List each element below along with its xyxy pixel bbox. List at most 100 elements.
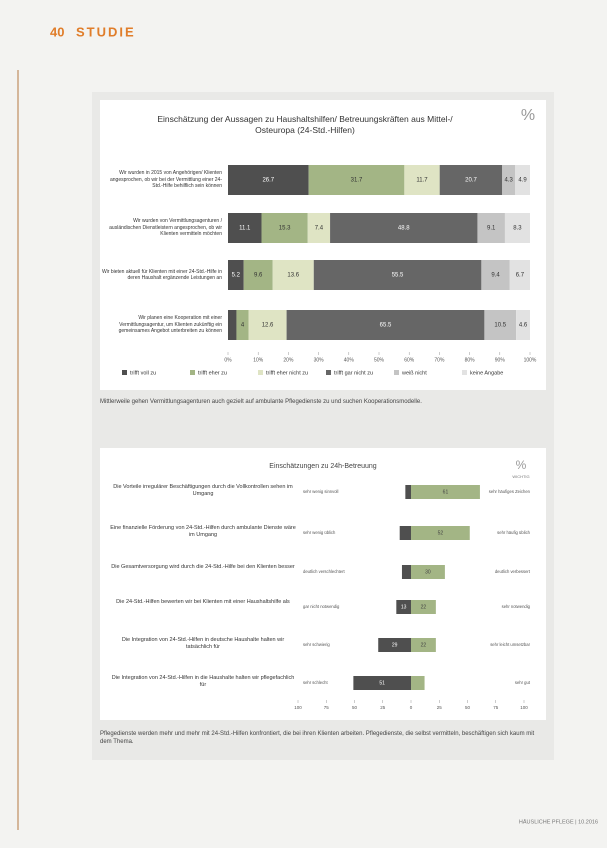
low-label: sehr schwierig: [303, 642, 330, 647]
x-tick-label: 75: [493, 705, 499, 710]
bar-segment: [515, 165, 530, 195]
x-tick-label: 60%: [404, 357, 415, 363]
high-label: sehr notwendig: [502, 604, 531, 609]
x-tick-label: 100: [294, 705, 302, 710]
bar-segment: [516, 310, 530, 340]
statement: Die Gesamtversorgung wird durch die 24-S…: [111, 564, 295, 570]
x-tick-label: 20%: [283, 357, 294, 363]
low-label: deutlich verschlechtert: [303, 569, 345, 574]
category-label: Wir planen eine Kooperation mit einer Ve…: [118, 315, 222, 335]
bar-segment: [313, 260, 482, 290]
low-label: sehr wenig sinnvoll: [303, 489, 338, 494]
bar-segment: [243, 260, 273, 290]
x-tick-label: 75: [324, 705, 330, 710]
chart1-panel: [100, 100, 546, 390]
bar-segment: [248, 310, 287, 340]
legend-swatch: [394, 370, 399, 375]
value-label: 51: [379, 680, 385, 686]
note: WICHTIG: [512, 474, 529, 479]
bar-segment: [228, 165, 309, 195]
x-tick-label: 40%: [344, 357, 355, 363]
bar: [411, 676, 425, 690]
x-tick-label: 80%: [465, 357, 476, 363]
high-label: sehr gut: [515, 680, 531, 685]
footer: HÄUSLICHE PFLEGE | 10.2016: [519, 818, 598, 825]
bar-segment: [509, 260, 530, 290]
statement: Die Integration von 24-Std.-Hilfen in di…: [111, 675, 295, 688]
value-label: 8.3: [513, 226, 522, 232]
bar: [411, 638, 436, 652]
x-tick-label: 50%: [374, 357, 385, 363]
legend-label: trifft eher nicht zu: [266, 370, 308, 376]
unit-icon: %: [521, 107, 535, 124]
bar-segment: [272, 260, 314, 290]
statement: Die Integration von 24-Std.-Hilfen in de…: [121, 637, 285, 650]
statement: Eine finanzielle Förderung von 24-Std.-H…: [110, 525, 296, 538]
high-label: sehr häufig üblich: [497, 530, 530, 535]
bar-segment: [228, 260, 244, 290]
bar: [411, 565, 445, 579]
legend-swatch: [190, 370, 195, 375]
value-label: 5.2: [232, 273, 241, 279]
value-label: 4.3: [505, 178, 514, 184]
chart-title: Einschätzungen zu 24h-Betreuung: [269, 463, 377, 470]
bar-segment: [236, 310, 249, 340]
x-tick-label: 50: [465, 705, 471, 710]
value-label: 11.1: [239, 226, 251, 232]
high-label: sehr leicht umsetzbar: [490, 642, 530, 647]
section-title: STUDIE: [76, 24, 136, 39]
value-label: 65.5: [380, 323, 392, 329]
x-tick-label: 30%: [314, 357, 325, 363]
value-label: 52: [438, 530, 444, 536]
bar-segment: [484, 310, 517, 340]
legend-label: trifft voll zu: [130, 370, 156, 376]
category-label: Wir bieten aktuell für Klienten mit eine…: [101, 268, 222, 282]
bar-segment: [477, 213, 505, 243]
bar: [378, 638, 411, 652]
low-label: sehr schlecht: [303, 680, 329, 685]
x-tick-label: 100%: [524, 357, 537, 363]
low-label: gar nicht notwendig: [303, 604, 340, 609]
bar-segment: [404, 165, 440, 195]
bar-segment: [308, 165, 405, 195]
x-tick-label: 90%: [495, 357, 506, 363]
x-tick-label: 50: [352, 705, 358, 710]
value-label: 26.7: [262, 178, 274, 184]
bar-segment: [439, 165, 503, 195]
legend-swatch: [122, 370, 127, 375]
value-label: 7.4: [315, 226, 324, 232]
legend-label: keine Angabe: [470, 370, 503, 376]
value-label: 13: [401, 604, 407, 610]
value-label: 9.1: [487, 226, 496, 232]
value-label: 4.6: [519, 323, 528, 329]
bar: [353, 676, 411, 690]
bar-segment: [286, 310, 485, 340]
caption: Mittlerweile gehen Vermittlungsagenturen…: [100, 399, 422, 405]
bar-segment: [261, 213, 308, 243]
value-label: 11.7: [416, 178, 428, 184]
statement: Die 24-Std.-Hilfen bewerten wir bei Klie…: [116, 599, 290, 605]
bar: [405, 485, 411, 499]
bar: [396, 600, 411, 614]
value-label: 20.7: [465, 178, 477, 184]
legend-label: trifft eher zu: [198, 370, 227, 376]
statement: Die Vorteile irregulärer Beschäftigungen…: [113, 484, 293, 497]
x-tick-label: 70%: [434, 357, 445, 363]
x-tick-label: 0: [410, 705, 413, 710]
category-label: Wir wurden von Vermittlungsagenturen / a…: [109, 218, 222, 238]
legend-swatch: [462, 370, 467, 375]
value-label: 30: [425, 569, 431, 575]
bar-segment: [307, 213, 331, 243]
bar-segment: [330, 213, 478, 243]
chart-title: Einschätzung der Aussagen zu Haushaltshi…: [157, 114, 453, 135]
bar: [411, 485, 480, 499]
value-label: 48.8: [398, 226, 410, 232]
x-tick-label: 100: [520, 705, 528, 710]
value-label: 9.6: [254, 273, 263, 279]
x-tick-label: 25: [437, 705, 443, 710]
value-label: 22: [421, 604, 427, 610]
bar: [401, 565, 411, 579]
value-label: 10.5: [494, 323, 506, 329]
